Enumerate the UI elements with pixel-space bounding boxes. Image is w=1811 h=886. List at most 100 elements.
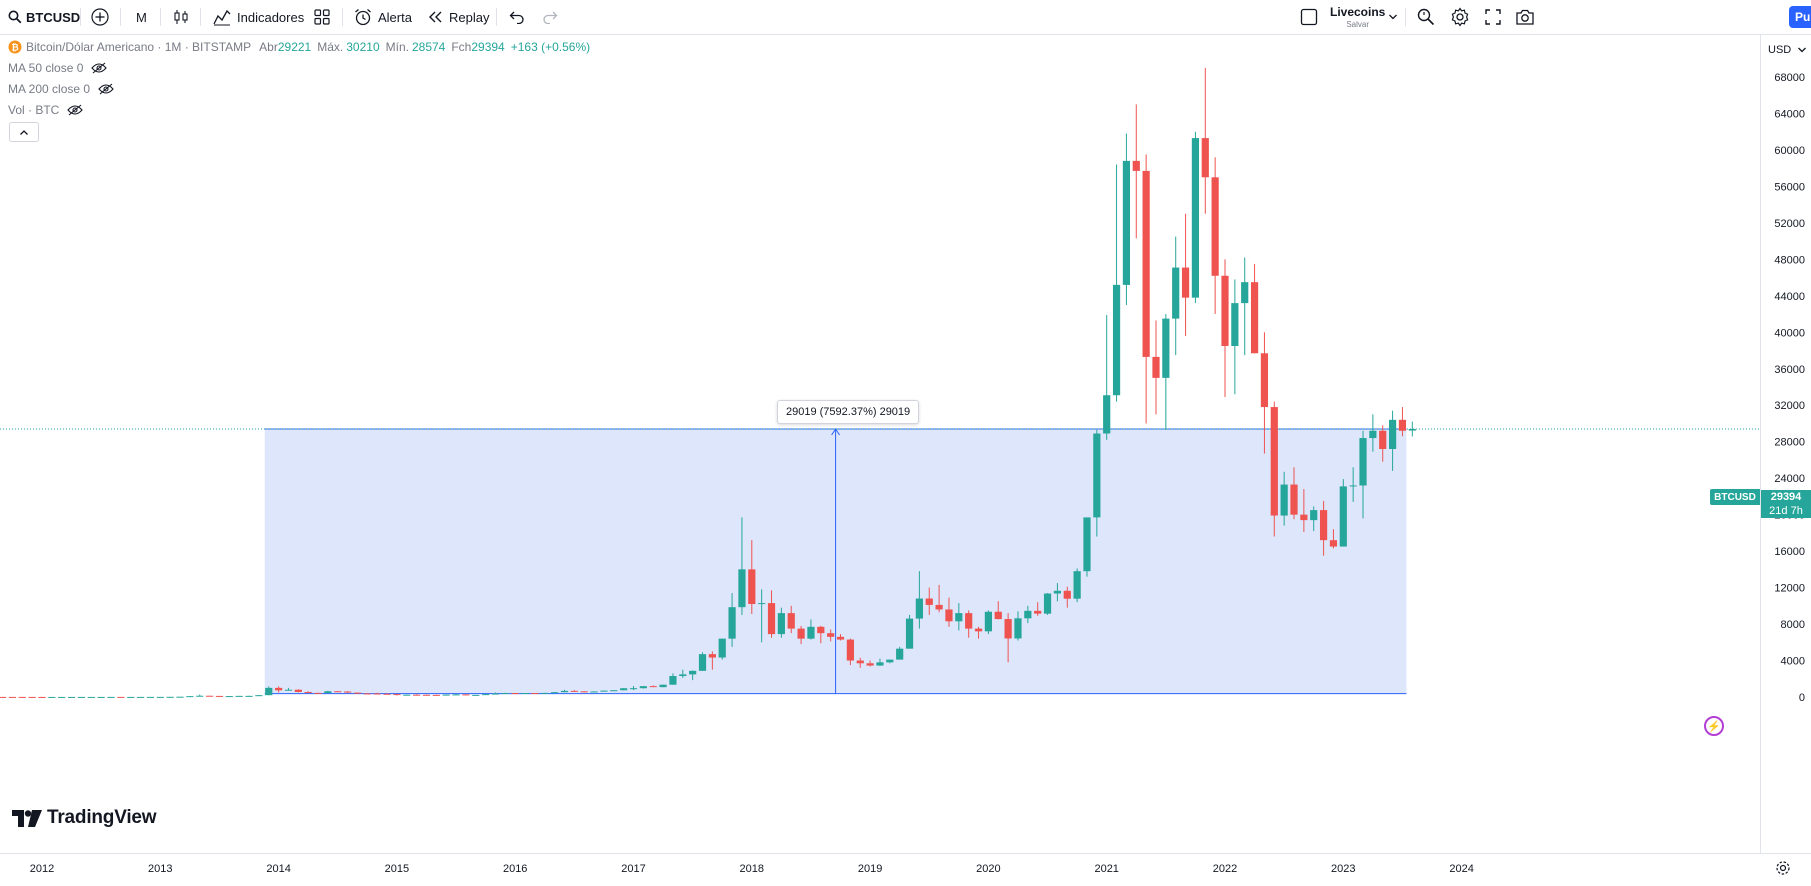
candle[interactable] xyxy=(432,694,440,696)
candle[interactable] xyxy=(748,540,756,615)
bolt-icon[interactable]: ⚡ xyxy=(1704,716,1724,736)
candle[interactable] xyxy=(876,658,884,666)
candle[interactable] xyxy=(393,694,401,696)
eye-hidden-icon[interactable] xyxy=(98,83,114,95)
candle[interactable] xyxy=(856,657,864,668)
candle[interactable] xyxy=(551,691,559,694)
candle[interactable] xyxy=(265,686,273,696)
undo-button[interactable] xyxy=(509,0,525,34)
candle[interactable] xyxy=(1103,314,1111,440)
candle[interactable] xyxy=(846,638,854,666)
candle[interactable] xyxy=(442,694,450,696)
eye-hidden-icon[interactable] xyxy=(67,104,84,116)
tradingview-logo[interactable]: TradingView xyxy=(12,807,157,829)
candle[interactable] xyxy=(304,691,312,694)
candle[interactable] xyxy=(935,584,943,613)
candle[interactable] xyxy=(1260,332,1269,454)
candle[interactable] xyxy=(521,692,529,695)
chart-pane[interactable]: ₿ Bitcoin/Dólar Americano · 1M · BITSTAM… xyxy=(0,35,1760,853)
candle[interactable] xyxy=(994,601,1002,620)
fullscreen-button[interactable] xyxy=(1484,0,1502,34)
replay-button[interactable]: Replay xyxy=(428,0,489,34)
candle[interactable] xyxy=(718,638,726,660)
candle[interactable] xyxy=(1300,489,1308,532)
candle[interactable] xyxy=(610,690,618,692)
candle[interactable] xyxy=(866,660,874,667)
candle[interactable] xyxy=(422,694,431,696)
candle[interactable] xyxy=(669,673,677,685)
gear-icon[interactable] xyxy=(1775,860,1791,876)
candle[interactable] xyxy=(1142,154,1150,424)
candle[interactable] xyxy=(403,694,411,696)
alert-button[interactable]: Alerta xyxy=(353,0,412,34)
indicators-button[interactable]: Indicadores xyxy=(212,0,304,34)
candle[interactable] xyxy=(18,696,26,698)
candle[interactable] xyxy=(156,696,164,698)
symbol-search-button[interactable]: BTCUSD xyxy=(8,0,80,34)
candle[interactable] xyxy=(146,696,155,698)
candle[interactable] xyxy=(97,696,105,698)
candle[interactable] xyxy=(127,696,135,698)
candle[interactable] xyxy=(1329,529,1338,549)
candle[interactable] xyxy=(1152,320,1160,415)
candle[interactable] xyxy=(777,607,785,638)
candle[interactable] xyxy=(1191,131,1200,304)
candle[interactable] xyxy=(659,684,667,688)
candle[interactable] xyxy=(955,603,963,631)
candle[interactable] xyxy=(1339,479,1347,547)
candle[interactable] xyxy=(1181,213,1190,336)
candle[interactable] xyxy=(1093,429,1101,537)
candle[interactable] xyxy=(797,625,805,645)
candle[interactable] xyxy=(1310,506,1318,532)
candle[interactable] xyxy=(87,696,95,698)
candle[interactable] xyxy=(324,690,332,694)
candle[interactable] xyxy=(48,696,56,698)
candle[interactable] xyxy=(1221,259,1229,398)
snapshot-button[interactable] xyxy=(1515,0,1535,34)
layout-menu-button[interactable]: Livecoins Salvar xyxy=(1330,0,1385,34)
candle[interactable] xyxy=(491,692,500,695)
candle[interactable] xyxy=(1201,67,1209,214)
candle[interactable] xyxy=(1398,407,1407,437)
candle[interactable] xyxy=(965,610,973,638)
candle[interactable] xyxy=(1053,583,1062,602)
candle[interactable] xyxy=(77,696,86,698)
layout-dropdown[interactable] xyxy=(1388,0,1398,34)
candle[interactable] xyxy=(1388,410,1397,471)
candle[interactable] xyxy=(925,587,933,615)
candle[interactable] xyxy=(708,651,716,670)
candle[interactable] xyxy=(472,694,480,696)
candle[interactable] xyxy=(117,696,125,698)
candle[interactable] xyxy=(945,597,953,627)
candle[interactable] xyxy=(383,693,391,695)
candle[interactable] xyxy=(1280,471,1288,526)
candle[interactable] xyxy=(245,695,253,697)
candle[interactable] xyxy=(215,695,224,697)
candle[interactable] xyxy=(462,694,470,696)
candle[interactable] xyxy=(225,695,233,698)
candle[interactable] xyxy=(344,691,352,693)
candle[interactable] xyxy=(807,619,815,640)
layout-checkbox[interactable] xyxy=(1300,0,1318,34)
price-scale[interactable]: 68000 64000 60000 56000 52000 48000 44000 40000… xyxy=(1760,35,1811,853)
candle[interactable] xyxy=(373,692,381,695)
candle[interactable] xyxy=(629,686,638,691)
candle[interactable] xyxy=(38,696,46,698)
candle[interactable] xyxy=(1349,467,1357,502)
candle[interactable] xyxy=(314,692,322,694)
candle[interactable] xyxy=(560,689,569,693)
candle[interactable] xyxy=(1122,133,1131,305)
candle[interactable] xyxy=(758,589,766,643)
candle[interactable] xyxy=(186,696,194,698)
candle[interactable] xyxy=(1112,164,1121,402)
candle[interactable] xyxy=(1014,611,1022,641)
chart-type-button[interactable] xyxy=(172,0,190,34)
candle[interactable] xyxy=(413,694,421,696)
candle[interactable] xyxy=(255,694,263,697)
settings-button[interactable] xyxy=(1450,0,1470,34)
candle[interactable] xyxy=(915,571,923,629)
candle[interactable] xyxy=(1211,157,1219,315)
candle[interactable] xyxy=(541,692,549,694)
candle[interactable] xyxy=(235,695,243,697)
candle[interactable] xyxy=(294,689,302,693)
